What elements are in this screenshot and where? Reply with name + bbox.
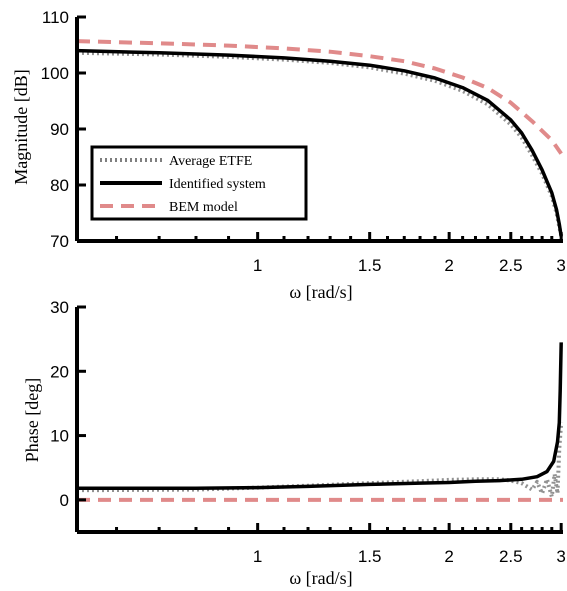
magnitude-x-tick-label: 2.5: [499, 256, 523, 275]
phase-y-tick-label: 30: [50, 298, 69, 317]
magnitude-axes: 1 1.5 2 2.5 3 70 80 90 100 110: [41, 8, 566, 275]
magnitude-panel: 1 1.5 2 2.5 3 70 80 90 100 110 ω [rad/s] Magnitud…: [11, 8, 566, 302]
legend-label-identified-system: Identified system: [169, 177, 266, 192]
phase-x-tick-label: 2: [444, 547, 453, 566]
phase-x-tick-label: 1.5: [358, 547, 382, 566]
magnitude-y-axis-label: Magnitude [dB]: [11, 69, 31, 184]
magnitude-x-tick-label: 1.5: [358, 256, 382, 275]
phase-y-tick-label: 20: [50, 362, 69, 381]
magnitude-series-identified-system: [76, 48, 563, 237]
phase-y-axis-label: Phase [deg]: [22, 378, 42, 462]
phase-x-tick-label: 3: [556, 547, 565, 566]
magnitude-y-tick-label: 90: [50, 120, 69, 139]
magnitude-y-tick-label: 80: [50, 176, 69, 195]
magnitude-x-tick-label: 3: [556, 256, 565, 275]
phase-series: [76, 342, 564, 502]
magnitude-series: [76, 39, 564, 237]
legend: Average ETFE Identified system BEM model: [90, 145, 308, 221]
legend-label-average-etfe: Average ETFE: [169, 154, 252, 169]
phase-x-tick-label: 1: [253, 547, 262, 566]
phase-x-axis-label: ω [rad/s]: [289, 568, 352, 588]
magnitude-x-tick-label: 2: [444, 256, 453, 275]
magnitude-series-bem-model: [76, 39, 563, 155]
magnitude-y-tick-label: 110: [42, 8, 69, 27]
magnitude-x-tick-label: 1: [253, 256, 262, 275]
magnitude-x-axis-label: ω [rad/s]: [289, 282, 352, 302]
phase-y-tick-label: 0: [60, 491, 69, 510]
phase-x-tick-label: 2.5: [499, 547, 523, 566]
phase-series-identified-system: [77, 342, 563, 491]
magnitude-y-tick-label: 100: [41, 64, 69, 83]
phase-y-tick-label: 10: [50, 427, 69, 446]
magnitude-y-tick-label: 70: [50, 232, 69, 251]
legend-label-bem-model: BEM model: [169, 200, 238, 215]
